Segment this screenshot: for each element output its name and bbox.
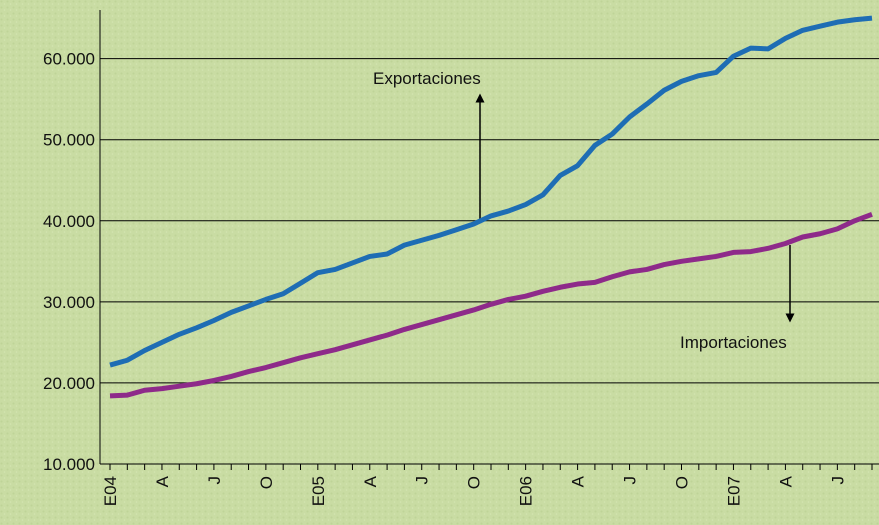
y-tick-label: 30.000 (43, 293, 95, 312)
annotation: Exportaciones (373, 69, 481, 88)
y-tick-label: 10.000 (43, 455, 95, 474)
annotation: Importaciones (680, 333, 787, 352)
x-tick-label: E05 (309, 476, 328, 506)
y-tick-label: 60.000 (43, 50, 95, 69)
x-tick-label: E04 (101, 476, 120, 506)
x-tick-label: E07 (724, 476, 743, 506)
y-tick-label: 40.000 (43, 212, 95, 231)
x-tick-label: A (153, 475, 172, 487)
x-tick-label: O (673, 476, 692, 489)
x-tick-label: O (465, 476, 484, 489)
x-tick-label: A (776, 475, 795, 487)
x-tick-label: E06 (517, 476, 536, 506)
x-tick-label: J (621, 476, 640, 485)
line-series (109, 15, 873, 368)
x-tick-label: J (828, 476, 847, 485)
x-tick-label: J (413, 476, 432, 485)
x-tick-label: A (569, 475, 588, 487)
x-tick-label: A (361, 475, 380, 487)
x-tick-label: O (257, 476, 276, 489)
y-tick-label: 50.000 (43, 131, 95, 150)
y-tick-label: 20.000 (43, 374, 95, 393)
x-tick-label: J (205, 476, 224, 485)
line-series (109, 211, 873, 399)
